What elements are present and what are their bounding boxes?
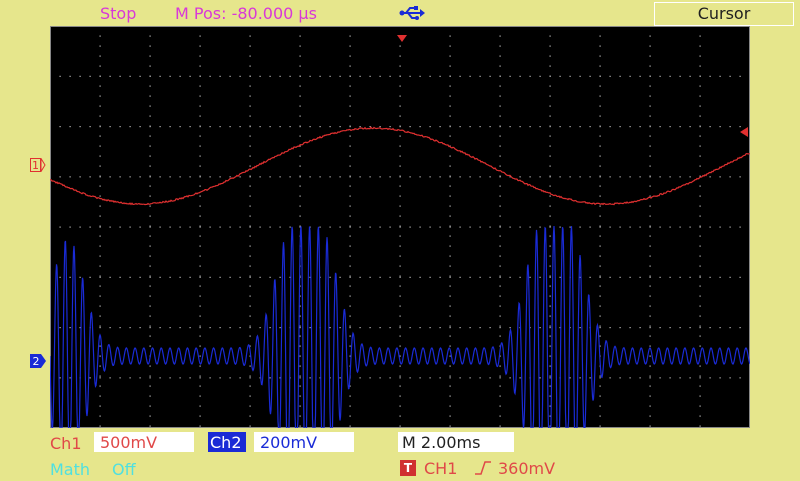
trigger-icon: T xyxy=(400,460,416,476)
usb-icon xyxy=(398,4,426,22)
ch1-label: Ch1 xyxy=(50,434,82,454)
ch1-ground-marker: 1 xyxy=(30,157,44,171)
trigger-position-marker xyxy=(397,28,407,36)
run-status: Stop xyxy=(100,4,136,24)
trigger-level-marker xyxy=(738,122,748,132)
graticule xyxy=(50,26,750,428)
ch2-scale: 200mV xyxy=(260,433,317,453)
trigger-level: 360mV xyxy=(498,459,555,479)
math-label: Math xyxy=(50,460,90,480)
trigger-source: CH1 xyxy=(424,459,457,479)
ch1-marker-label: 1 xyxy=(32,159,39,172)
menu-title[interactable]: Cursor xyxy=(654,4,794,24)
ch2-marker-label: 2 xyxy=(33,355,40,368)
waveform-display xyxy=(50,26,750,428)
ch1-scale: 500mV xyxy=(100,433,157,453)
ch2-ground-marker: 2 xyxy=(30,353,46,367)
timebase: M 2.00ms xyxy=(402,433,480,453)
ch2-label: Ch2 xyxy=(210,433,242,453)
math-value: Off xyxy=(112,460,136,480)
horizontal-position-readout: M Pos: -80.000 µs xyxy=(175,4,317,24)
waveform-svg xyxy=(50,26,750,428)
rising-edge-icon xyxy=(474,459,492,477)
